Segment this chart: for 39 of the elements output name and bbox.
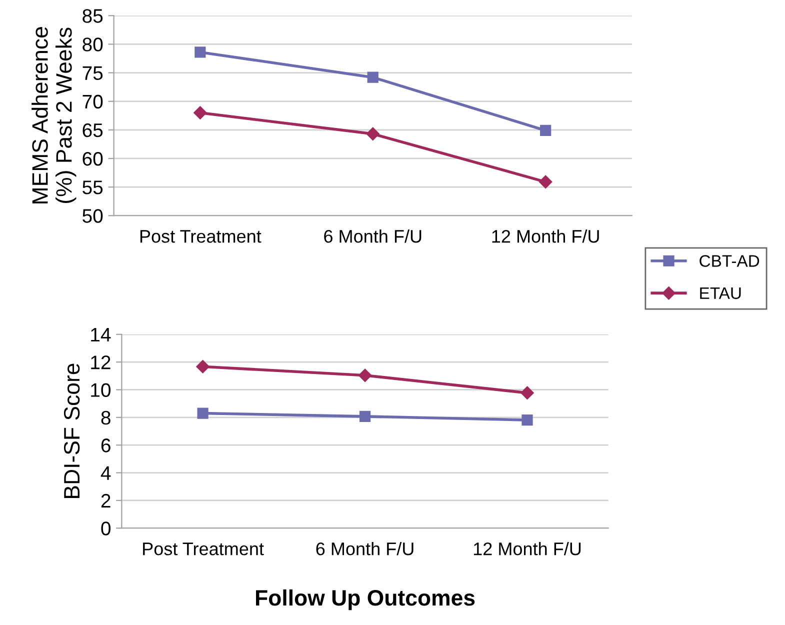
y-axis-title: BDI-SF Score (64, 364, 80, 498)
x-tick-label: Post Treatment (140, 230, 262, 243)
legend-label: CBT-AD (700, 255, 760, 267)
legend-label: ETAU (700, 287, 741, 300)
y-tick-label: 75 (82, 66, 103, 80)
point (538, 175, 552, 188)
y-tick-label: 70 (82, 94, 103, 109)
y-tick-label: 2 (101, 494, 110, 508)
y-tick-label: 14 (91, 328, 111, 342)
y-axis-title: MEMS Adherence (%) Past 2 Weeks (32, 27, 76, 204)
y-tick-label: 65 (82, 123, 103, 138)
point (194, 106, 207, 120)
y-tick-label: 80 (82, 38, 103, 52)
y-tick-label: 50 (82, 209, 103, 223)
y-tick-label: 55 (82, 180, 103, 194)
y-tick-label: 8 (101, 410, 110, 425)
point (359, 410, 371, 422)
y-tick-label: 85 (82, 9, 103, 23)
y-tick-label: 12 (91, 356, 110, 370)
point (197, 408, 208, 419)
x-tick-label: Post Treatment (143, 542, 264, 556)
x-tick-label: 6 Month F/U (324, 230, 422, 243)
point (196, 360, 210, 374)
y-tick-label: 60 (82, 152, 103, 166)
x-axis-title: Follow Up Outcomes (256, 589, 475, 610)
point (366, 127, 380, 140)
x-tick-label: 12 Month F/U (474, 542, 581, 556)
x-tick-label: 6 Month F/U (316, 542, 414, 556)
point (194, 46, 206, 58)
y-tick-label: 0 (101, 522, 110, 536)
point (367, 72, 378, 83)
y-tick-label: 10 (91, 383, 110, 397)
point (540, 124, 552, 136)
point (522, 414, 533, 426)
x-tick-label: 12 Month F/U (492, 230, 599, 243)
point (520, 386, 534, 400)
y-tick-label: 4 (100, 466, 111, 480)
y-tick-label: 6 (101, 438, 110, 452)
point (358, 368, 372, 382)
